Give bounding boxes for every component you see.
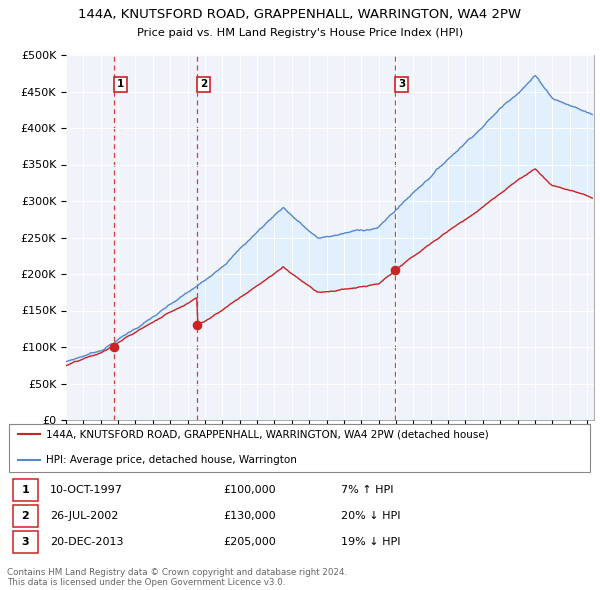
Point: [193, 320, 202, 330]
Text: 1: 1: [117, 79, 124, 89]
Text: 10-OCT-1997: 10-OCT-1997: [50, 485, 123, 495]
Point: [391, 266, 400, 275]
Text: 20% ↓ HPI: 20% ↓ HPI: [341, 511, 401, 521]
Text: £130,000: £130,000: [224, 511, 276, 521]
Text: 3: 3: [22, 537, 29, 547]
Text: 7% ↑ HPI: 7% ↑ HPI: [341, 485, 394, 495]
Text: £205,000: £205,000: [224, 537, 277, 547]
FancyBboxPatch shape: [13, 479, 38, 501]
Text: 2: 2: [22, 511, 29, 521]
Text: 144A, KNUTSFORD ROAD, GRAPPENHALL, WARRINGTON, WA4 2PW: 144A, KNUTSFORD ROAD, GRAPPENHALL, WARRI…: [79, 8, 521, 21]
Text: Price paid vs. HM Land Registry's House Price Index (HPI): Price paid vs. HM Land Registry's House …: [137, 28, 463, 38]
Text: £100,000: £100,000: [224, 485, 276, 495]
Text: HPI: Average price, detached house, Warrington: HPI: Average price, detached house, Warr…: [46, 455, 297, 466]
FancyBboxPatch shape: [13, 531, 38, 553]
Text: 2: 2: [200, 79, 208, 89]
Text: 144A, KNUTSFORD ROAD, GRAPPENHALL, WARRINGTON, WA4 2PW (detached house): 144A, KNUTSFORD ROAD, GRAPPENHALL, WARRI…: [46, 430, 489, 440]
Point: [109, 342, 119, 352]
Text: 1: 1: [22, 485, 29, 495]
FancyBboxPatch shape: [13, 505, 38, 527]
Text: 26-JUL-2002: 26-JUL-2002: [50, 511, 118, 521]
Text: 20-DEC-2013: 20-DEC-2013: [50, 537, 124, 547]
FancyBboxPatch shape: [9, 424, 590, 472]
Text: Contains HM Land Registry data © Crown copyright and database right 2024.
This d: Contains HM Land Registry data © Crown c…: [7, 568, 347, 587]
Text: 3: 3: [398, 79, 406, 89]
Text: 19% ↓ HPI: 19% ↓ HPI: [341, 537, 401, 547]
